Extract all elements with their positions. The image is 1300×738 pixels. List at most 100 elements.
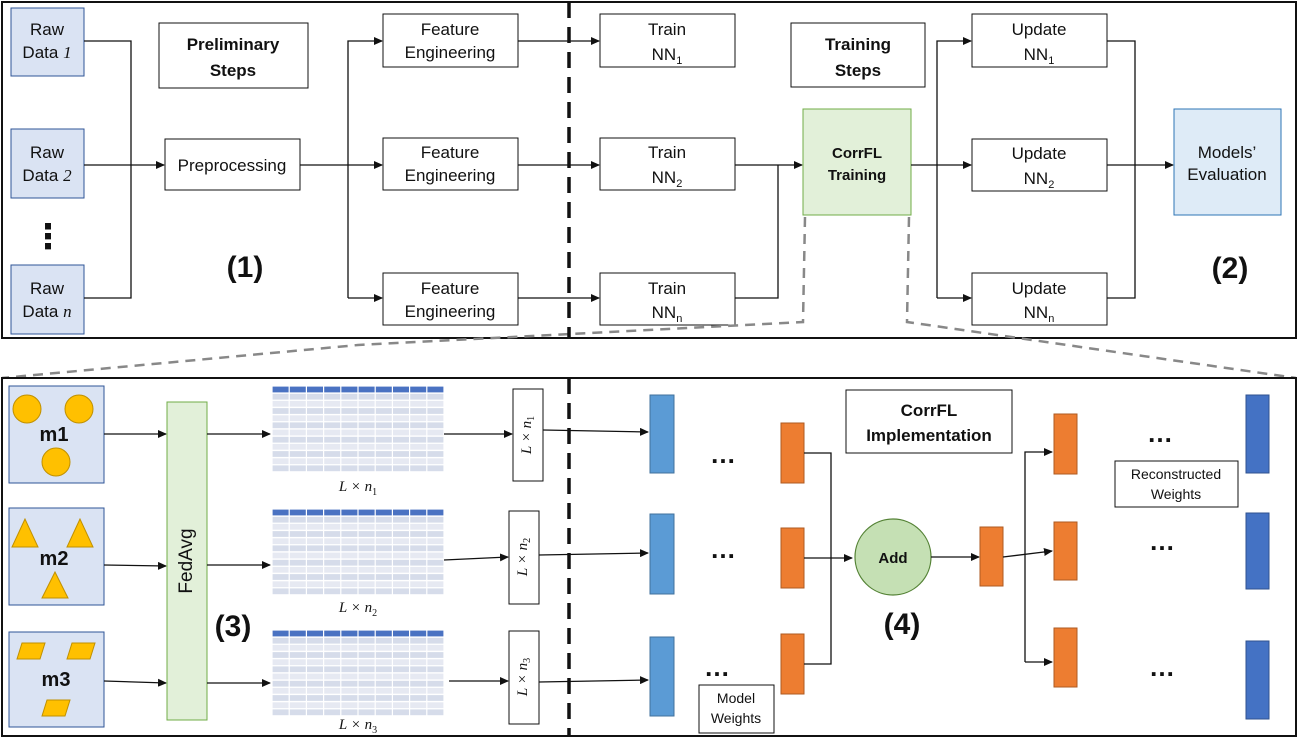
matrix-cell	[375, 666, 392, 673]
model-m3-label: m3	[42, 669, 71, 691]
matrix-cell	[427, 695, 444, 701]
matrix-cell	[272, 531, 289, 537]
matrix-cell	[341, 581, 358, 588]
matrix-cell	[358, 408, 375, 414]
matrix-cell	[341, 429, 358, 436]
matrix-cell	[289, 574, 306, 580]
matrix-cell	[272, 666, 289, 673]
shape-box-1: L × n1	[512, 388, 544, 482]
input-layer-bar-1	[649, 394, 675, 474]
matrix-cell	[427, 429, 444, 436]
matrix-cell	[307, 709, 323, 716]
matrix-cell	[341, 566, 358, 573]
matrix-cell	[410, 451, 427, 457]
matrix-cell	[393, 443, 409, 450]
matrix-cell	[410, 458, 427, 465]
matrix-cell	[272, 559, 289, 566]
matrix-cell	[341, 637, 358, 644]
matrix-cell	[324, 673, 341, 680]
matrix-cell	[410, 709, 427, 716]
matrix-cell	[341, 652, 358, 658]
svg-text:Train: Train	[648, 279, 686, 298]
matrix-cell	[324, 559, 341, 566]
matrix-cell	[324, 400, 341, 407]
matrix-cell	[307, 408, 323, 414]
matrix-cell	[341, 559, 358, 566]
matrix-cell	[358, 400, 375, 407]
matrix-cell	[393, 644, 409, 651]
svg-text:Update: Update	[1012, 20, 1067, 39]
svg-text:Update: Update	[1012, 144, 1067, 163]
matrix-cell	[358, 659, 375, 666]
matrix-cell	[272, 709, 289, 716]
matrix-cell	[324, 687, 341, 694]
matrix-cell	[375, 659, 392, 666]
matrix-cell	[358, 709, 375, 716]
matrix-cell	[341, 673, 358, 680]
matrix-cell	[324, 659, 341, 666]
matrix-cell	[358, 673, 375, 680]
matrix-cell	[272, 637, 289, 644]
matrix-cell	[341, 386, 358, 393]
matrix-cell	[410, 516, 427, 523]
matrix-cell	[427, 516, 444, 523]
matrix-cell	[307, 436, 323, 443]
preliminary-steps-box: Preliminary Steps	[158, 22, 309, 89]
encoded-weights-bar-2	[780, 527, 805, 589]
matrix-cell	[393, 429, 409, 436]
svg-text:Train: Train	[648, 143, 686, 162]
matrix-cell	[324, 465, 341, 472]
decoder-bar-3	[1053, 627, 1078, 688]
matrix-cell	[341, 531, 358, 537]
matrix-cell	[358, 458, 375, 465]
training-steps-box: Training Steps	[790, 22, 926, 88]
matrix-cell	[410, 552, 427, 559]
matrix-cell	[272, 538, 289, 545]
matrix-2-caption: L × n2	[338, 600, 377, 619]
matrix-cell	[272, 545, 289, 552]
matrix-cell	[427, 709, 444, 716]
matrix-cell	[375, 566, 392, 573]
matrix-cell	[393, 531, 409, 537]
matrix-cell	[410, 588, 427, 595]
matrix-cell	[324, 516, 341, 523]
matrix-cell	[427, 687, 444, 694]
svg-text:Feature: Feature	[421, 20, 480, 39]
matrix-cell	[324, 451, 341, 457]
matrix-cell	[324, 509, 341, 516]
matrix-cell	[410, 659, 427, 666]
matrix-cell	[324, 574, 341, 580]
matrix-cell	[272, 516, 289, 523]
matrix-cell	[324, 581, 341, 588]
matrix-cell	[358, 644, 375, 651]
encoded-to-add-connectors	[804, 452, 853, 665]
matrix-cell	[427, 545, 444, 552]
matrix-cell	[289, 709, 306, 716]
matrix-cell	[427, 451, 444, 457]
matrix-cell	[358, 516, 375, 523]
svg-text:Feature: Feature	[421, 279, 480, 298]
matrix-cell	[393, 400, 409, 407]
matrix-cell	[289, 630, 306, 637]
encoded-weights-bar-3	[780, 633, 805, 695]
matrix-cell	[427, 652, 444, 658]
matrix-cell	[375, 552, 392, 559]
matrix-cell	[358, 637, 375, 644]
matrix-cell	[324, 666, 341, 673]
matrix-cell	[358, 523, 375, 530]
matrix-cell	[324, 545, 341, 552]
matrix-cell	[375, 516, 392, 523]
label-2: (2)	[1212, 252, 1249, 285]
matrix-cell	[307, 393, 323, 400]
svg-text:L × n3: L × n3	[515, 658, 533, 697]
svg-text:Feature: Feature	[421, 143, 480, 162]
parallelogram-shape-icon	[16, 642, 46, 660]
matrix-cell	[272, 422, 289, 429]
matrix-cell	[358, 574, 375, 580]
matrix-cell	[393, 680, 409, 687]
raw-data-2-box: Raw Data 2	[10, 128, 85, 199]
svg-text:Training: Training	[828, 167, 886, 184]
matrix-cell	[341, 400, 358, 407]
model-m2-label: m2	[40, 548, 69, 570]
matrix-cell	[410, 680, 427, 687]
